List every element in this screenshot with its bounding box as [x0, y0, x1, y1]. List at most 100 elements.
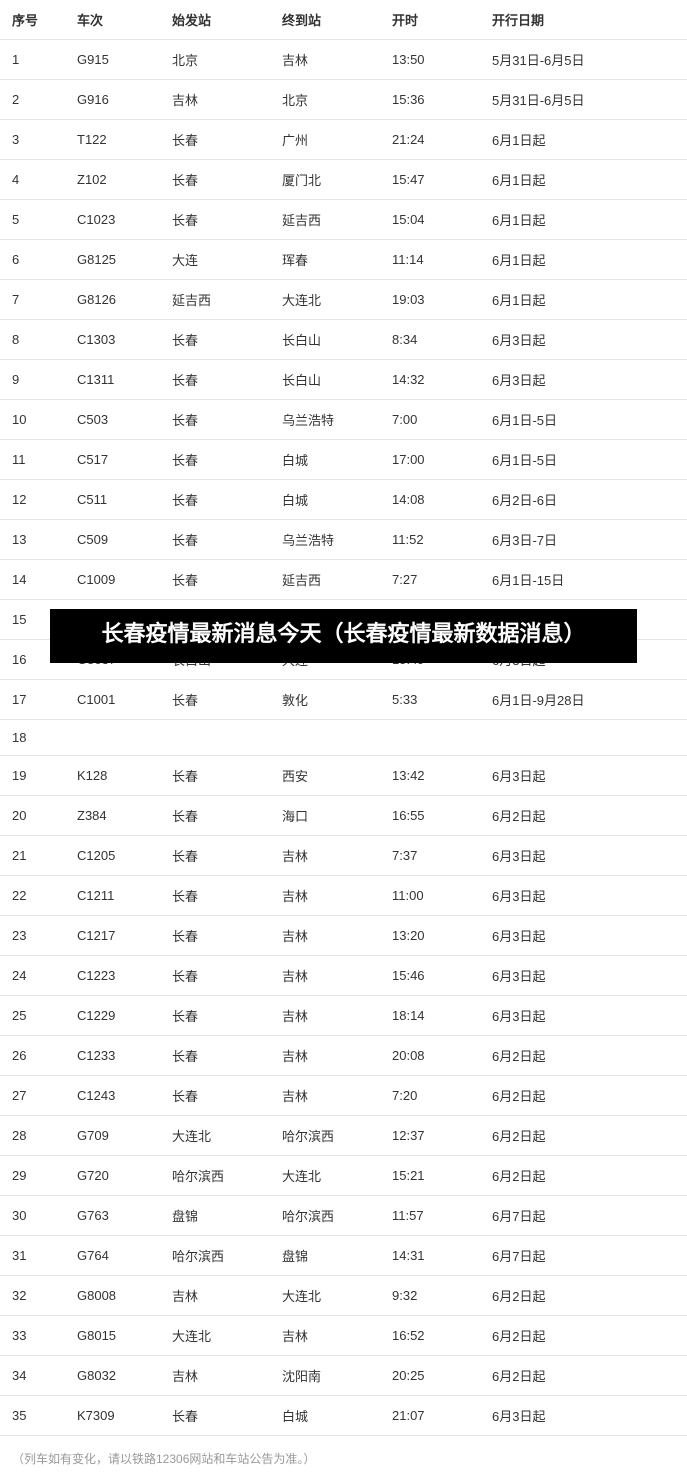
table-cell: 3: [0, 120, 65, 160]
table-cell: 35: [0, 1396, 65, 1436]
table-cell: 24: [0, 956, 65, 996]
table-cell: 海口: [270, 796, 380, 836]
table-cell: 9: [0, 360, 65, 400]
table-cell: C1205: [65, 836, 160, 876]
table-cell: 长春: [160, 320, 270, 360]
table-cell: 吉林: [270, 996, 380, 1036]
table-cell: C1303: [65, 320, 160, 360]
table-cell: 16:55: [380, 796, 480, 836]
table-cell: [65, 720, 160, 756]
table-cell: 6月1日起: [480, 280, 687, 320]
table-cell: 6月3日起: [480, 1396, 687, 1436]
table-cell: K128: [65, 756, 160, 796]
table-cell: G915: [65, 40, 160, 80]
table-cell: [480, 720, 687, 756]
table-cell: 5月31日-6月5日: [480, 40, 687, 80]
table-cell: 8:34: [380, 320, 480, 360]
table-cell: 乌兰浩特: [270, 400, 380, 440]
table-cell: 28: [0, 1116, 65, 1156]
table-cell: 7:00: [380, 400, 480, 440]
table-cell: 6月3日起: [480, 320, 687, 360]
table-cell: 长春: [160, 836, 270, 876]
table-cell: 11:57: [380, 1196, 480, 1236]
table-cell: C1311: [65, 360, 160, 400]
table-cell: 6月1日起: [480, 240, 687, 280]
table-cell: 7:37: [380, 836, 480, 876]
table-cell: 厦门北: [270, 160, 380, 200]
table-cell: 14: [0, 560, 65, 600]
table-cell: 13: [0, 520, 65, 560]
table-cell: 33: [0, 1316, 65, 1356]
table-cell: K7309: [65, 1396, 160, 1436]
train-schedule-table: 序号车次始发站终到站开时开行日期 1G915北京吉林13:505月31日-6月5…: [0, 0, 687, 1436]
table-row: 27C1243长春吉林7:206月2日起: [0, 1076, 687, 1116]
table-cell: 21:07: [380, 1396, 480, 1436]
table-cell: 乌兰浩特: [270, 520, 380, 560]
table-cell: 7:20: [380, 1076, 480, 1116]
table-cell: G764: [65, 1236, 160, 1276]
table-row: 35K7309长春白城21:076月3日起: [0, 1396, 687, 1436]
table-row: 9C1311长春长白山14:326月3日起: [0, 360, 687, 400]
table-cell: 长春: [160, 360, 270, 400]
table-cell: 延吉西: [270, 560, 380, 600]
table-cell: 长春: [160, 916, 270, 956]
table-cell: 13:20: [380, 916, 480, 956]
table-cell: 20: [0, 796, 65, 836]
table-cell: 5: [0, 200, 65, 240]
table-cell: 6月3日起: [480, 360, 687, 400]
table-cell: 长春: [160, 796, 270, 836]
table-row: 6G8125大连珲春11:146月1日起: [0, 240, 687, 280]
table-cell: G709: [65, 1116, 160, 1156]
table-cell: 6月3日起: [480, 836, 687, 876]
table-cell: 23: [0, 916, 65, 956]
table-cell: 6月1日起: [480, 120, 687, 160]
table-cell: 敦化: [270, 680, 380, 720]
table-cell: 5月31日-6月5日: [480, 80, 687, 120]
column-header: 开时: [380, 0, 480, 40]
column-header: 终到站: [270, 0, 380, 40]
table-cell: 长春: [160, 160, 270, 200]
table-cell: 21: [0, 836, 65, 876]
table-cell: 吉林: [270, 836, 380, 876]
table-cell: 吉林: [270, 1036, 380, 1076]
table-cell: 13:50: [380, 40, 480, 80]
table-cell: 6月7日起: [480, 1236, 687, 1276]
table-cell: 6月1日起: [480, 200, 687, 240]
table-cell: 6月3日起: [480, 956, 687, 996]
table-cell: 6月2日起: [480, 796, 687, 836]
table-cell: 6月2日-6日: [480, 480, 687, 520]
column-header: 序号: [0, 0, 65, 40]
table-cell: 12:37: [380, 1116, 480, 1156]
table-cell: 2: [0, 80, 65, 120]
table-cell: 长春: [160, 756, 270, 796]
table-body: 1G915北京吉林13:505月31日-6月5日2G916吉林北京15:365月…: [0, 40, 687, 1436]
column-header: 始发站: [160, 0, 270, 40]
table-cell: 长春: [160, 1036, 270, 1076]
table-cell: 6月2日起: [480, 1076, 687, 1116]
table-cell: 29: [0, 1156, 65, 1196]
table-cell: 延吉西: [160, 280, 270, 320]
table-row: 26C1233长春吉林20:086月2日起: [0, 1036, 687, 1076]
table-row: 4Z102长春厦门北15:476月1日起: [0, 160, 687, 200]
table-row: 3T122长春广州21:246月1日起: [0, 120, 687, 160]
table-cell: G8015: [65, 1316, 160, 1356]
table-cell: 4: [0, 160, 65, 200]
table-cell: 延吉西: [270, 200, 380, 240]
table-cell: 6月1日-15日: [480, 560, 687, 600]
table-cell: 15:04: [380, 200, 480, 240]
table-cell: C1229: [65, 996, 160, 1036]
table-cell: 盘锦: [270, 1236, 380, 1276]
table-cell: 吉林: [270, 916, 380, 956]
table-cell: 长春: [160, 876, 270, 916]
table-cell: 6月3日-7日: [480, 520, 687, 560]
table-cell: 15:47: [380, 160, 480, 200]
table-row: 1G915北京吉林13:505月31日-6月5日: [0, 40, 687, 80]
table-cell: 6月2日起: [480, 1156, 687, 1196]
table-cell: C1023: [65, 200, 160, 240]
table-cell: 长白山: [270, 360, 380, 400]
table-cell: 大连: [160, 240, 270, 280]
table-cell: 19: [0, 756, 65, 796]
table-row: 33G8015大连北吉林16:526月2日起: [0, 1316, 687, 1356]
table-cell: 20:08: [380, 1036, 480, 1076]
table-row: 28G709大连北哈尔滨西12:376月2日起: [0, 1116, 687, 1156]
